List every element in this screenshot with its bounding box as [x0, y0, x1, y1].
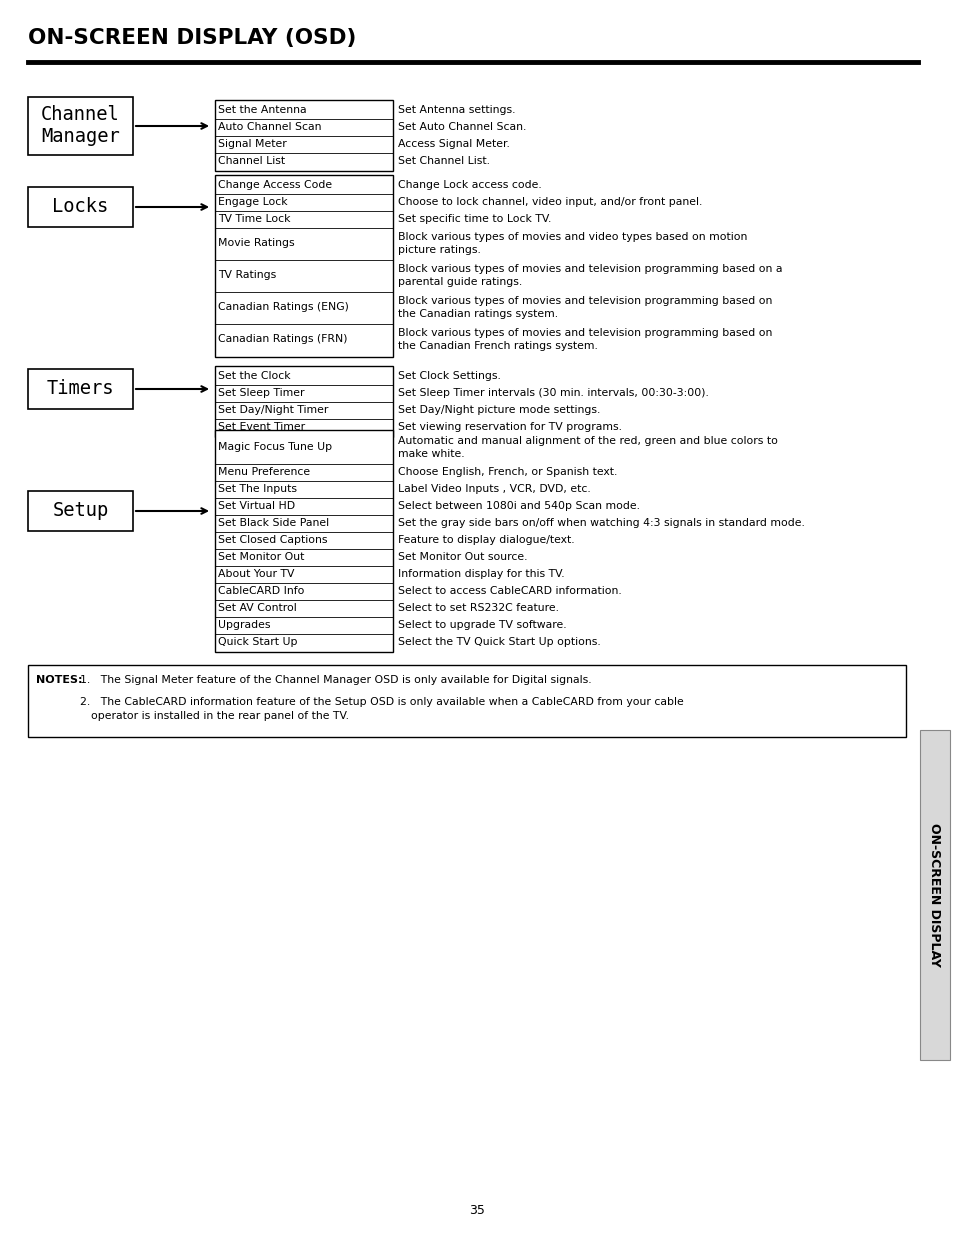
Text: Choose to lock channel, video input, and/or front panel.: Choose to lock channel, video input, and… — [397, 198, 701, 207]
Text: Block various types of movies and television programming based on
the Canadian F: Block various types of movies and televi… — [397, 329, 772, 351]
Text: Select the TV Quick Start Up options.: Select the TV Quick Start Up options. — [397, 637, 600, 647]
Text: Channel
Manager: Channel Manager — [41, 105, 120, 147]
Text: Select to access CableCARD information.: Select to access CableCARD information. — [397, 585, 621, 597]
Text: Set Day/Night Timer: Set Day/Night Timer — [218, 405, 328, 415]
Text: Auto Channel Scan: Auto Channel Scan — [218, 122, 321, 132]
Text: Set the Clock: Set the Clock — [218, 370, 291, 382]
Text: Engage Lock: Engage Lock — [218, 198, 287, 207]
Bar — [214, 100, 393, 170]
Text: Set AV Control: Set AV Control — [218, 603, 296, 613]
Text: Quick Start Up: Quick Start Up — [218, 637, 297, 647]
Text: Set Monitor Out: Set Monitor Out — [218, 552, 304, 562]
Text: Set Sleep Timer intervals (30 min. intervals, 00:30-3:00).: Set Sleep Timer intervals (30 min. inter… — [397, 388, 708, 398]
Text: Set specific time to Lock TV.: Set specific time to Lock TV. — [397, 214, 551, 224]
Text: Set Event Timer: Set Event Timer — [218, 422, 305, 432]
Bar — [28, 492, 132, 531]
Text: Change Lock access code.: Change Lock access code. — [397, 180, 541, 190]
Text: Select between 1080i and 540p Scan mode.: Select between 1080i and 540p Scan mode. — [397, 501, 639, 511]
Text: operator is installed in the rear panel of the TV.: operator is installed in the rear panel … — [91, 711, 349, 721]
Text: Block various types of movies and television programming based on
the Canadian r: Block various types of movies and televi… — [397, 296, 772, 319]
Text: Upgrades: Upgrades — [218, 620, 271, 630]
Text: Automatic and manual alignment of the red, green and blue colors to
make white.: Automatic and manual alignment of the re… — [397, 436, 777, 458]
Text: Choose English, French, or Spanish text.: Choose English, French, or Spanish text. — [397, 467, 617, 477]
Text: Set Channel List.: Set Channel List. — [397, 156, 490, 165]
Text: Set viewing reservation for TV programs.: Set viewing reservation for TV programs. — [397, 422, 621, 432]
Text: Set Sleep Timer: Set Sleep Timer — [218, 388, 304, 398]
Text: Change Access Code: Change Access Code — [218, 180, 332, 190]
Text: ON-SCREEN DISPLAY (OSD): ON-SCREEN DISPLAY (OSD) — [28, 28, 356, 48]
Text: TV Time Lock: TV Time Lock — [218, 214, 291, 224]
Text: Set the gray side bars on/off when watching 4:3 signals in standard mode.: Set the gray side bars on/off when watch… — [397, 517, 804, 529]
Bar — [28, 664, 905, 737]
Text: Set Monitor Out source.: Set Monitor Out source. — [397, 552, 527, 562]
Text: Set Virtual HD: Set Virtual HD — [218, 501, 294, 511]
Text: NOTES:: NOTES: — [36, 676, 82, 685]
Text: Set the Antenna: Set the Antenna — [218, 105, 306, 115]
Bar — [214, 430, 393, 652]
Text: Access Signal Meter.: Access Signal Meter. — [397, 140, 509, 149]
Text: Canadian Ratings (ENG): Canadian Ratings (ENG) — [218, 303, 349, 312]
Text: CableCARD Info: CableCARD Info — [218, 585, 304, 597]
Text: Channel List: Channel List — [218, 156, 285, 165]
Text: Feature to display dialogue/text.: Feature to display dialogue/text. — [397, 535, 574, 545]
Text: Locks: Locks — [52, 198, 109, 216]
Text: Set Antenna settings.: Set Antenna settings. — [397, 105, 515, 115]
Text: Select to upgrade TV software.: Select to upgrade TV software. — [397, 620, 566, 630]
Text: Block various types of movies and video types based on motion
picture ratings.: Block various types of movies and video … — [397, 232, 746, 254]
Text: Signal Meter: Signal Meter — [218, 140, 287, 149]
Bar — [28, 98, 132, 156]
Text: Set Clock Settings.: Set Clock Settings. — [397, 370, 500, 382]
Text: 2.   The CableCARD information feature of the Setup OSD is only available when a: 2. The CableCARD information feature of … — [80, 697, 683, 706]
Bar — [214, 366, 393, 437]
Bar — [28, 186, 132, 227]
Text: ON-SCREEN DISPLAY: ON-SCREEN DISPLAY — [927, 823, 941, 967]
Bar — [919, 730, 949, 1060]
Text: Set The Inputs: Set The Inputs — [218, 484, 296, 494]
Text: 35: 35 — [469, 1203, 484, 1216]
Text: Movie Ratings: Movie Ratings — [218, 238, 294, 248]
Bar — [28, 369, 132, 409]
Text: TV Ratings: TV Ratings — [218, 270, 276, 280]
Text: About Your TV: About Your TV — [218, 569, 294, 579]
Bar — [214, 175, 393, 357]
Text: Label Video Inputs , VCR, DVD, etc.: Label Video Inputs , VCR, DVD, etc. — [397, 484, 590, 494]
Text: Magic Focus Tune Up: Magic Focus Tune Up — [218, 442, 332, 452]
Text: Set Auto Channel Scan.: Set Auto Channel Scan. — [397, 122, 526, 132]
Text: Set Day/Night picture mode settings.: Set Day/Night picture mode settings. — [397, 405, 599, 415]
Text: Select to set RS232C feature.: Select to set RS232C feature. — [397, 603, 558, 613]
Text: Canadian Ratings (FRN): Canadian Ratings (FRN) — [218, 335, 347, 345]
Text: 1.   The Signal Meter feature of the Channel Manager OSD is only available for D: 1. The Signal Meter feature of the Chann… — [80, 676, 591, 685]
Text: Block various types of movies and television programming based on a
parental gui: Block various types of movies and televi… — [397, 264, 781, 287]
Text: Information display for this TV.: Information display for this TV. — [397, 569, 564, 579]
Text: Menu Preference: Menu Preference — [218, 467, 310, 477]
Text: Setup: Setup — [52, 501, 109, 520]
Text: Timers: Timers — [47, 379, 114, 399]
Text: Set Black Side Panel: Set Black Side Panel — [218, 517, 329, 529]
Text: Set Closed Captions: Set Closed Captions — [218, 535, 327, 545]
